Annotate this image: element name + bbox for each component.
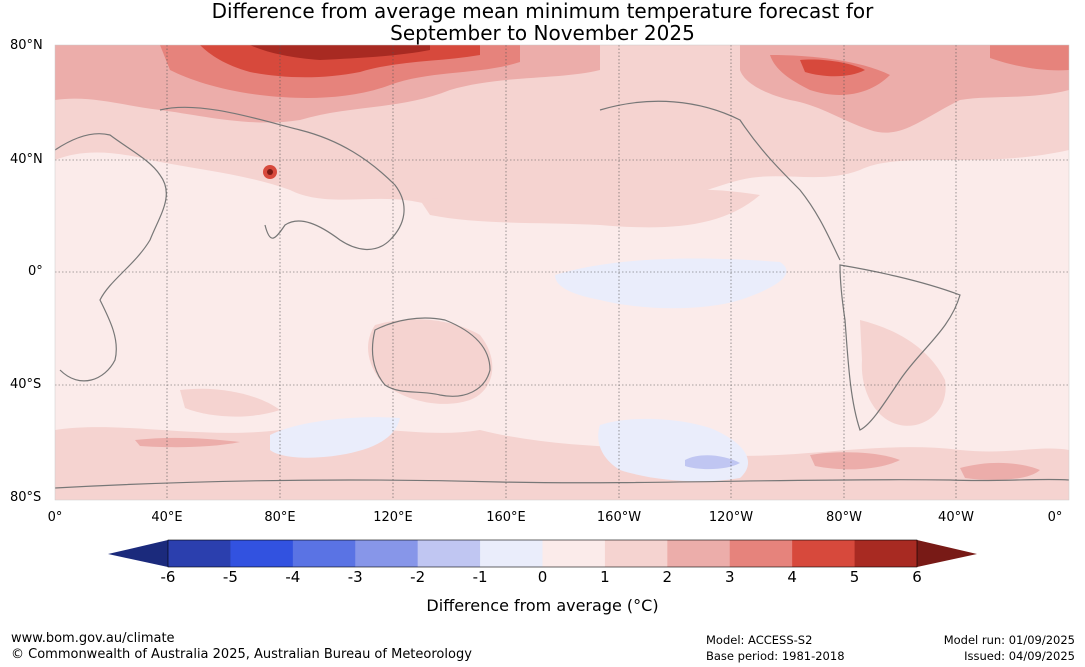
- colorbar-bin: [355, 540, 419, 567]
- colorbar-title: Difference from average (°C): [426, 596, 659, 615]
- anomaly-region-cool-spot: [685, 455, 740, 470]
- footer-issued: Issued: 04/09/2025: [964, 649, 1075, 663]
- coast-australia: [371, 317, 491, 397]
- footer-model-run: Model run: 01/09/2025: [943, 633, 1075, 647]
- colorbar-bin: [542, 540, 606, 567]
- colorbar-tick-label: -1: [472, 568, 488, 586]
- title-line-1: Difference from average mean minimum tem…: [211, 0, 874, 23]
- anomaly-region-south-indian-cool: [270, 417, 400, 458]
- anomaly-region-equatorial-pacific-cool: [555, 258, 787, 309]
- footer-base-period: Base period: 1981-2018: [706, 649, 845, 663]
- anomaly-region-indian-ocean: [180, 388, 280, 417]
- colorbar-high-extend: [917, 540, 977, 567]
- title-line-2: September to November 2025: [390, 21, 695, 45]
- anomaly-region-south-pacific-mid: [810, 452, 900, 470]
- lon-label-80e: 80°E: [264, 510, 296, 525]
- coast-south-america: [839, 264, 961, 431]
- colorbar-bin: [604, 540, 668, 567]
- lat-label-40n: 40°N: [10, 152, 43, 167]
- colorbar-bin: [168, 540, 231, 567]
- colorbar-bin: [230, 540, 294, 567]
- lon-label-0-right: 0°: [1047, 510, 1063, 525]
- footer-model: Model: ACCESS-S2: [706, 633, 813, 647]
- colorbar-tick-label: 2: [662, 568, 673, 586]
- colorbar-bin: [292, 540, 356, 567]
- coast-africa-eurasia: [55, 133, 167, 382]
- colorbar-tick-label: 6: [912, 568, 922, 586]
- lat-label-80s: 80°S: [10, 490, 42, 505]
- lon-label-160w: 160°W: [596, 510, 642, 525]
- anomaly-hotspot-tibet-core: [267, 169, 273, 175]
- coast-north-america: [599, 100, 841, 261]
- gridlines: [55, 45, 1069, 500]
- lat-label-80n: 80°N: [10, 38, 43, 53]
- anomaly-region-siberia-very-hot: [250, 45, 430, 60]
- colorbar-bin: [480, 540, 543, 567]
- anomaly-region-australia: [368, 319, 493, 404]
- coast-antarctica: [55, 478, 1069, 489]
- colorbar-bin: [792, 540, 856, 567]
- anomaly-region-canada-hot: [800, 59, 865, 77]
- map-frame: [54, 44, 1070, 501]
- colorbar-tick-label: 3: [724, 568, 735, 586]
- colorbar: [108, 539, 977, 568]
- colorbar-tick-label: 0: [537, 568, 548, 586]
- lat-label-40s: 40°S: [10, 377, 42, 392]
- lon-label-120e: 120°E: [373, 510, 413, 525]
- lon-label-120w: 120°W: [708, 510, 754, 525]
- colorbar-bin: [417, 540, 481, 567]
- colorbar-tick-label: -3: [347, 568, 363, 586]
- coast-asia: [159, 106, 405, 250]
- anomaly-region-mid-lat-warm: [420, 189, 760, 228]
- coastlines: [55, 100, 1069, 489]
- anomaly-region-south-atlantic-mid: [960, 462, 1040, 480]
- colorbar-bins: [168, 540, 918, 567]
- map-field: [55, 45, 1069, 500]
- colorbar-low-extend: [108, 540, 168, 567]
- colorbar-tick-label: -4: [285, 568, 301, 586]
- lon-label-40w: 40°W: [938, 510, 974, 525]
- lon-label-80w: 80°W: [826, 510, 862, 525]
- footer-website: www.bom.gov.au/climate: [11, 631, 175, 646]
- anomaly-region-south-america: [860, 320, 946, 426]
- footer-copyright: © Commonwealth of Australia 2025, Austra…: [11, 647, 472, 662]
- lon-label-160e: 160°E: [486, 510, 526, 525]
- lon-label-40e: 40°E: [151, 510, 183, 525]
- lon-label-0: 0°: [47, 510, 63, 525]
- anomaly-region-greenland-strong: [990, 45, 1069, 71]
- colorbar-tick-label: -2: [410, 568, 426, 586]
- lat-label-equator: 0°: [28, 264, 43, 279]
- colorbar-tick-label: -5: [222, 568, 238, 586]
- anomaly-region-indian-strip: [135, 437, 240, 448]
- colorbar-bin: [729, 540, 793, 567]
- colorbar-tick-label: -6: [160, 568, 176, 586]
- colorbar-bin: [667, 540, 731, 567]
- colorbar-tick-label: 4: [787, 568, 797, 586]
- colorbar-tick-label: 5: [849, 568, 860, 586]
- colorbar-bin: [854, 540, 918, 567]
- colorbar-frame: [167, 539, 918, 568]
- colorbar-tick-label: 1: [600, 568, 610, 586]
